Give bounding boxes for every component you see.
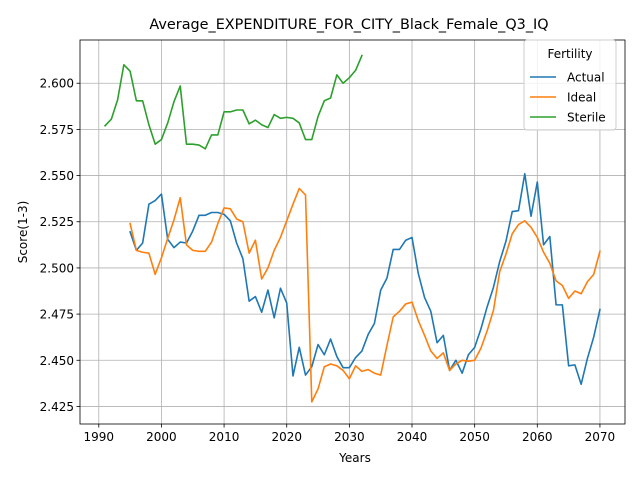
series-line-ideal bbox=[129, 187, 601, 403]
y-tick-label: 2.450 bbox=[40, 354, 74, 368]
x-axis-label: Years bbox=[338, 451, 371, 465]
x-tick-label: 2070 bbox=[585, 430, 616, 444]
y-axis-ticks: 2.425 2.450 2.475 2.500 2.525 2.550 2.575 2.600 bbox=[40, 77, 80, 414]
y-tick-label: 2.550 bbox=[40, 169, 74, 183]
legend-label-sterile: Sterile bbox=[567, 111, 606, 125]
legend-label-actual: Actual bbox=[567, 71, 605, 85]
chart-title: Average_EXPENDITURE_FOR_CITY_Black_Femal… bbox=[149, 17, 548, 33]
legend: Fertility Actual Ideal Sterile bbox=[523, 39, 617, 131]
plot-frame bbox=[79, 39, 626, 425]
legend-box bbox=[523, 39, 617, 131]
y-tick-label: 2.500 bbox=[40, 261, 74, 275]
y-tick-label: 2.525 bbox=[40, 215, 74, 229]
series-line-sterile bbox=[103, 54, 363, 150]
x-tick-label: 2050 bbox=[459, 430, 490, 444]
x-tick-label: 2010 bbox=[209, 430, 240, 444]
x-tick-label: 2060 bbox=[522, 430, 553, 444]
y-tick-label: 2.425 bbox=[40, 400, 74, 414]
x-tick-label: 2020 bbox=[271, 430, 302, 444]
x-axis-ticks: 1990 2000 2010 2020 2030 2040 2050 2060 2070 bbox=[84, 424, 616, 444]
y-tick-label: 2.600 bbox=[40, 77, 74, 91]
x-tick-label: 2030 bbox=[334, 430, 365, 444]
legend-title: Fertility bbox=[547, 47, 592, 61]
x-tick-label: 1990 bbox=[84, 430, 115, 444]
x-tick-label: 2040 bbox=[397, 430, 428, 444]
x-tick-label: 2000 bbox=[146, 430, 177, 444]
series-line-actual bbox=[129, 172, 601, 386]
legend-label-ideal: Ideal bbox=[567, 91, 596, 105]
y-tick-label: 2.475 bbox=[40, 308, 74, 322]
y-axis-label: Score(1-3) bbox=[16, 201, 30, 264]
y-tick-label: 2.575 bbox=[40, 123, 74, 137]
legend-entries: Actual Ideal Sterile bbox=[530, 71, 606, 125]
series-lines bbox=[103, 54, 601, 403]
